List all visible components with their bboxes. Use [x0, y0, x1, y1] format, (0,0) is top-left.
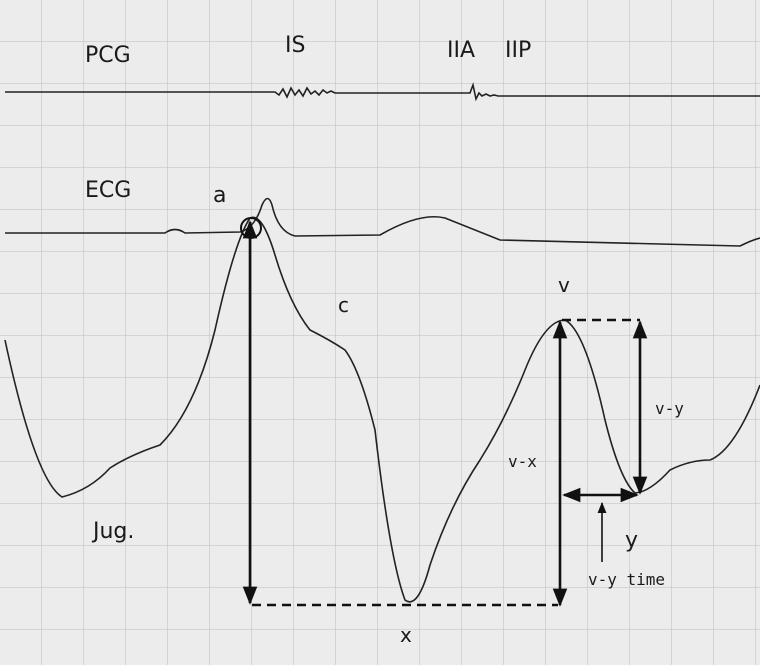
label: IS [285, 33, 305, 58]
pcg-trace [5, 82, 760, 102]
label: v [558, 273, 570, 297]
jugular-trace [4, 216, 760, 603]
label: c [338, 293, 349, 317]
label: v-x [508, 452, 537, 471]
label: ECG [85, 178, 131, 203]
label: PCG [85, 43, 131, 68]
label: a [213, 183, 226, 208]
ecg-trace [5, 197, 760, 247]
label: Jug. [91, 519, 134, 544]
label: v-y [655, 399, 684, 418]
label: x [400, 623, 412, 647]
label: IIP [505, 38, 531, 63]
label: IIA [447, 38, 475, 63]
label: y [625, 528, 638, 553]
label: v-y time [588, 570, 665, 589]
